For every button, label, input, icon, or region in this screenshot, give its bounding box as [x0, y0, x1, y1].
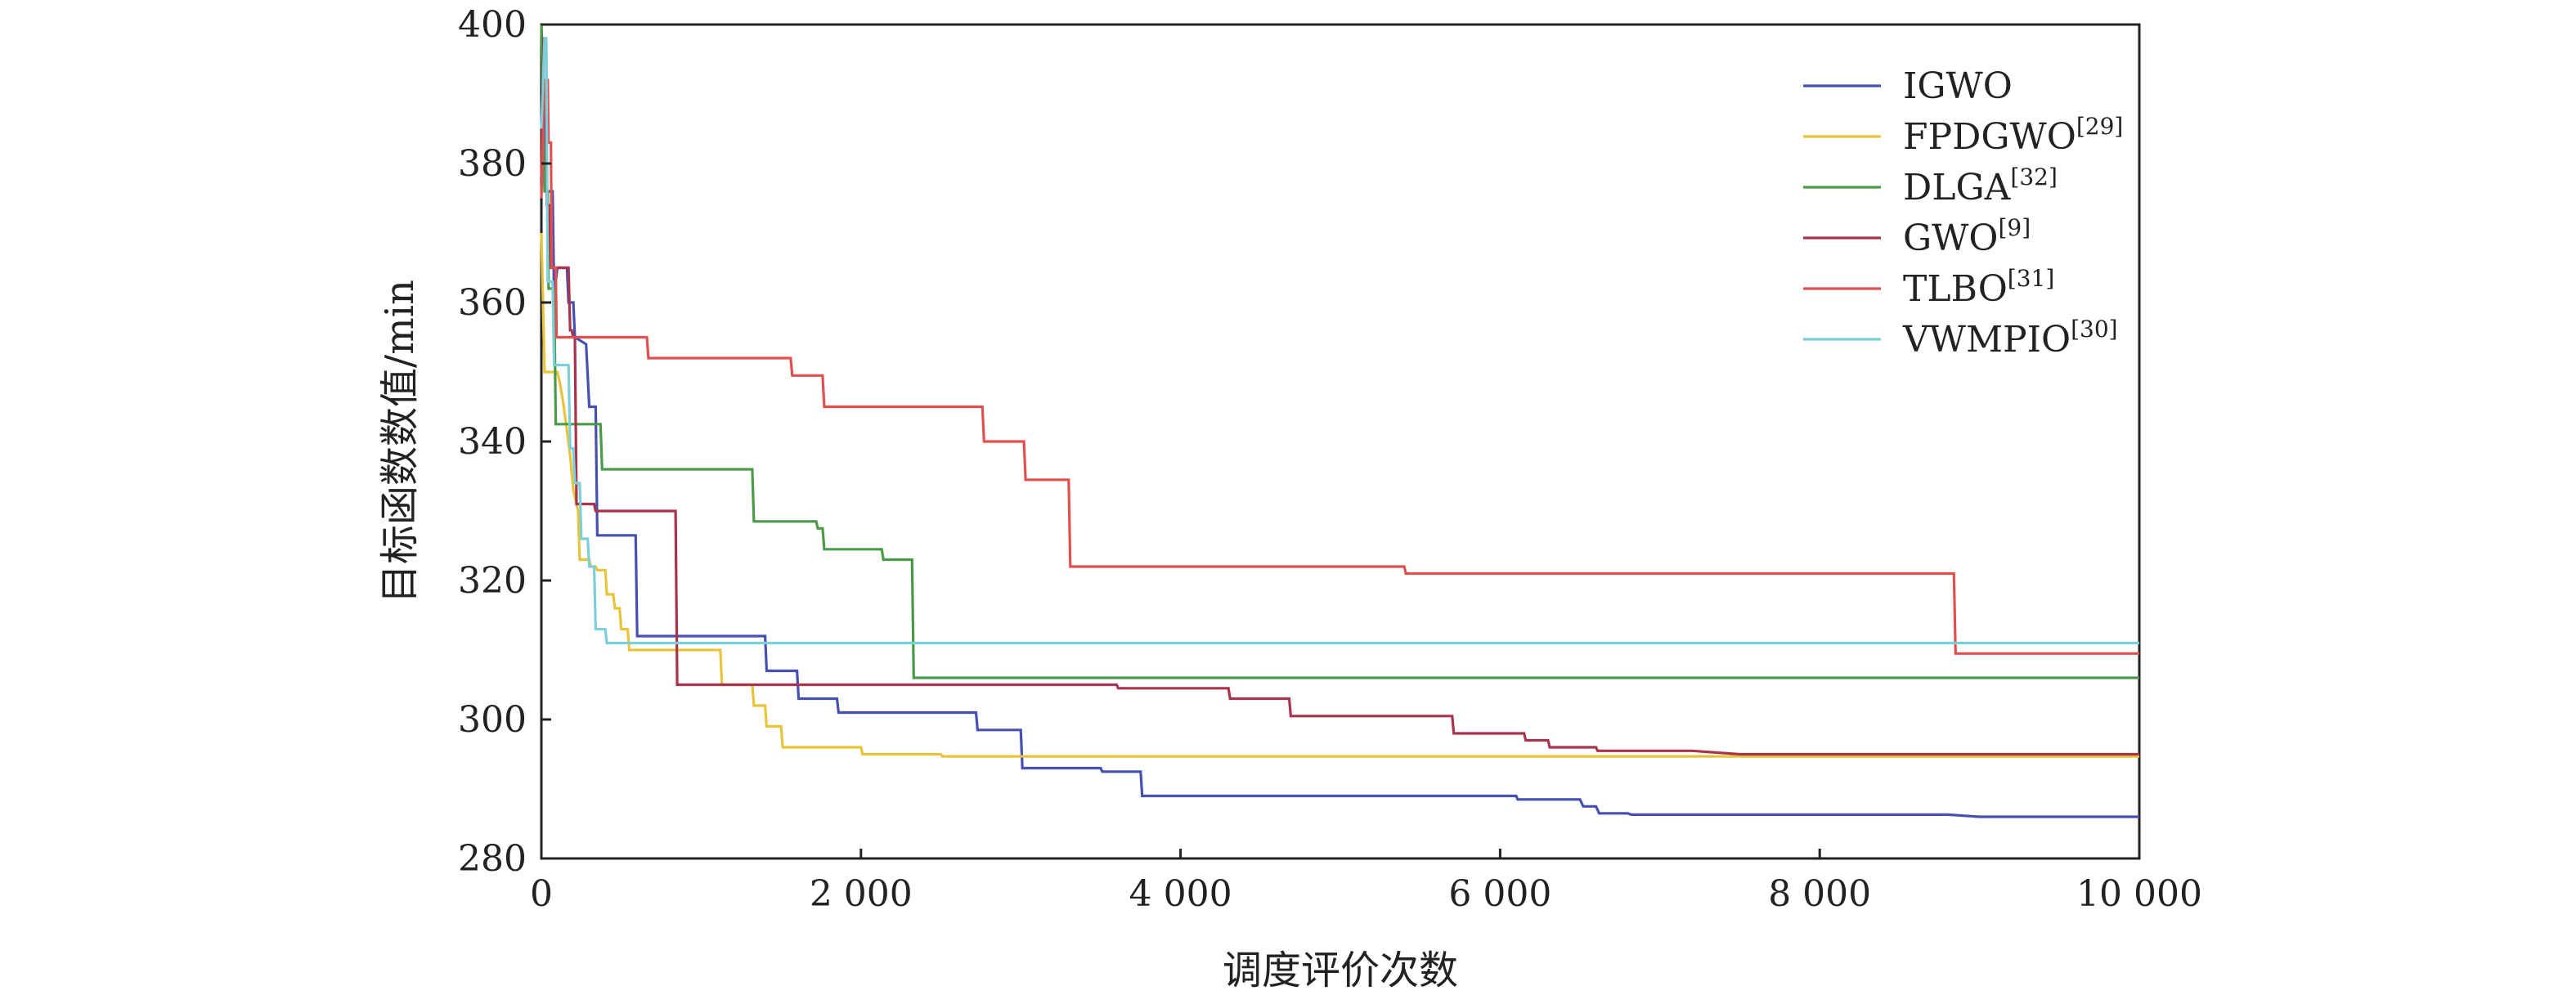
y-tick-label: 380	[458, 143, 527, 185]
series-layer	[540, 24, 2139, 818]
legend-label-vwmpio: VWMPIO[30]	[1902, 316, 2118, 361]
x-tick-label: 0	[530, 873, 553, 915]
legend-label-tlbo: TLBO[31]	[1903, 265, 2054, 310]
y-tick-label: 400	[458, 4, 527, 46]
series-line-dlga	[540, 24, 2139, 679]
legend-label-fpdgwo: FPDGWO[29]	[1903, 113, 2123, 158]
x-tick-label: 2 000	[810, 873, 913, 915]
series-line-tlbo	[540, 78, 2139, 655]
x-tick-label: 10 000	[2076, 873, 2202, 915]
y-tick-label: 280	[458, 838, 527, 880]
y-tick-label: 340	[458, 421, 527, 463]
x-tick-label: 4 000	[1129, 873, 1232, 915]
legend-label-igwo: IGWO	[1903, 65, 2013, 107]
legend-citation: [9]	[1998, 214, 2031, 241]
legend-citation: [30]	[2071, 316, 2117, 343]
x-axis-title: 调度评价次数	[1223, 948, 1458, 993]
series-line-vwmpio	[540, 37, 2139, 645]
series-line-fpdgwo	[540, 232, 2139, 758]
x-tick-label: 8 000	[1768, 873, 1871, 915]
series-line-igwo	[540, 24, 2139, 818]
y-axis-title: 目标函数数值/min	[377, 280, 423, 603]
legend-citation: [31]	[2008, 265, 2054, 292]
legend: IGWO FPDGWO[29] DLGA[32] GWO[9] TLBO[31] VWMP…	[1803, 65, 2123, 361]
x-axis-ticks: 0 2 000 4 000 6 000 8 000 10 000	[530, 849, 2202, 915]
y-tick-label: 320	[458, 560, 527, 602]
legend-citation: [32]	[2010, 164, 2057, 190]
series-line-gwo	[540, 37, 2139, 756]
x-tick-label: 6 000	[1448, 873, 1551, 915]
legend-citation: [29]	[2076, 113, 2123, 140]
y-tick-label: 360	[458, 282, 527, 324]
legend-label-gwo: GWO[9]	[1903, 214, 2031, 259]
y-tick-label: 300	[458, 699, 527, 741]
legend-label-dlga: DLGA[32]	[1903, 164, 2058, 208]
y-axis-ticks: 280 300 320 340 360 380 400	[458, 4, 551, 880]
